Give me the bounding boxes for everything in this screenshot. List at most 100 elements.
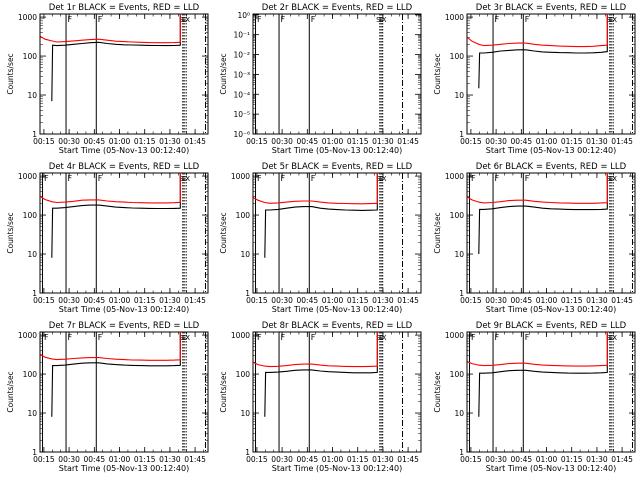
x-axis-label: Start Time (05-Nov-13 00:12:40) xyxy=(272,464,402,473)
series-line-lld xyxy=(467,173,608,204)
flag-label: F xyxy=(257,333,262,342)
series-line-events xyxy=(51,14,181,102)
y-axis-label: Counts/sec xyxy=(219,212,228,253)
y-axis-label: Counts/sec xyxy=(6,371,15,412)
x-tick-label: 00:30 xyxy=(58,137,80,146)
flag-label: F xyxy=(281,333,286,342)
x-axis-label: Start Time (05-Nov-13 00:12:40) xyxy=(272,146,402,155)
saa-label: X xyxy=(612,175,617,183)
x-tick-label: 00:30 xyxy=(271,296,293,305)
plot-frame xyxy=(39,172,209,294)
y-tick-label: 10 xyxy=(27,91,37,100)
x-tick-label: 00:15 xyxy=(33,296,55,305)
plot-frame xyxy=(466,331,636,453)
plot-frame xyxy=(466,172,636,294)
x-tick-label: 01:30 xyxy=(586,137,608,146)
y-tick-label: 10⁰ xyxy=(237,11,250,20)
x-tick-label: 00:30 xyxy=(485,296,507,305)
y-tick-label: 100 xyxy=(23,211,38,220)
saa-label: E xyxy=(379,16,383,24)
x-tick-label: 01:15 xyxy=(134,455,156,464)
saa-label: X xyxy=(185,16,190,24)
flag-label: F xyxy=(98,15,103,24)
x-axis-label: Start Time (05-Nov-13 00:12:40) xyxy=(486,305,616,314)
plot-title: Det 4r BLACK = Events, RED = LLD xyxy=(49,162,200,172)
saa-label: E xyxy=(379,334,383,342)
y-tick-label: 1000 xyxy=(231,331,250,340)
saa-label: X xyxy=(382,334,387,342)
saa-label: E xyxy=(609,334,613,342)
y-axis-label: Counts/sec xyxy=(219,53,228,94)
plot-title: Det 1r BLACK = Events, RED = LLD xyxy=(49,3,200,13)
flag-label: F xyxy=(257,15,262,24)
flag-label: F xyxy=(68,333,73,342)
plot-title: Det 6r BLACK = Events, RED = LLD xyxy=(476,162,627,172)
flag-label: F xyxy=(495,15,500,24)
plot-frame xyxy=(39,13,209,135)
saa-label: S xyxy=(179,334,184,342)
x-axis-label: Start Time (05-Nov-13 00:12:40) xyxy=(59,146,189,155)
plot-frame xyxy=(252,331,422,453)
series-line-events xyxy=(264,332,378,417)
y-tick-label: 10⁻⁶ xyxy=(233,130,250,139)
y-axis-label: Counts/sec xyxy=(6,212,15,253)
x-tick-label: 00:15 xyxy=(33,137,55,146)
y-tick-label: 10⁻⁵ xyxy=(233,110,250,119)
x-tick-label: 01:15 xyxy=(347,455,369,464)
flag-label: F xyxy=(68,174,73,183)
x-tick-label: 01:30 xyxy=(372,455,394,464)
flag-label: F xyxy=(495,333,500,342)
saa-label: S xyxy=(376,334,381,342)
series-line-events xyxy=(478,173,608,255)
x-tick-label: 00:15 xyxy=(460,137,482,146)
saa-label: E xyxy=(182,16,186,24)
flag-label: F xyxy=(311,333,316,342)
x-tick-label: 00:15 xyxy=(246,296,268,305)
x-tick-label: 01:15 xyxy=(347,296,369,305)
flag-label: F xyxy=(311,174,316,183)
y-axis-label: Counts/sec xyxy=(6,53,15,94)
saa-label: X xyxy=(612,334,617,342)
saa-label: E xyxy=(609,16,613,24)
x-tick-label: 01:00 xyxy=(109,137,131,146)
flag-label: F xyxy=(471,333,476,342)
plot-frame xyxy=(39,331,209,453)
y-tick-label: 100 xyxy=(236,211,251,220)
x-tick-label: 01:00 xyxy=(536,137,558,146)
x-tick-label: 00:45 xyxy=(511,296,533,305)
y-tick-label: 1000 xyxy=(18,172,37,181)
flag-label: F xyxy=(495,174,500,183)
series-line-lld xyxy=(40,173,181,204)
y-tick-label: 1 xyxy=(32,130,37,139)
x-tick-label: 01:15 xyxy=(561,137,583,146)
x-tick-label: 00:45 xyxy=(511,137,533,146)
x-tick-label: 01:45 xyxy=(611,455,633,464)
x-tick-label: 01:00 xyxy=(322,296,344,305)
series-line-lld xyxy=(40,332,181,361)
series-line-lld xyxy=(253,173,378,205)
x-tick-label: 00:45 xyxy=(297,455,319,464)
x-tick-label: 00:30 xyxy=(271,137,293,146)
x-axis-label: Start Time (05-Nov-13 00:12:40) xyxy=(486,146,616,155)
saa-label: S xyxy=(179,175,184,183)
x-tick-label: 00:30 xyxy=(271,455,293,464)
x-tick-label: 00:45 xyxy=(297,296,319,305)
plot-frame xyxy=(466,13,636,135)
y-axis-label: Counts/sec xyxy=(433,371,442,412)
flag-label: F xyxy=(281,15,286,24)
x-tick-label: 01:45 xyxy=(397,137,419,146)
flag-label: F xyxy=(525,333,530,342)
series-line-lld xyxy=(40,14,181,44)
x-tick-label: 01:15 xyxy=(134,296,156,305)
y-tick-label: 100 xyxy=(450,52,465,61)
x-tick-label: 01:30 xyxy=(586,296,608,305)
x-tick-label: 00:15 xyxy=(33,455,55,464)
saa-label: X xyxy=(185,334,190,342)
x-tick-label: 01:30 xyxy=(586,455,608,464)
x-tick-label: 01:15 xyxy=(134,137,156,146)
series-line-events xyxy=(51,173,181,258)
y-tick-label: 1000 xyxy=(445,331,464,340)
saa-label: X xyxy=(612,16,617,24)
x-tick-label: 01:45 xyxy=(184,296,206,305)
